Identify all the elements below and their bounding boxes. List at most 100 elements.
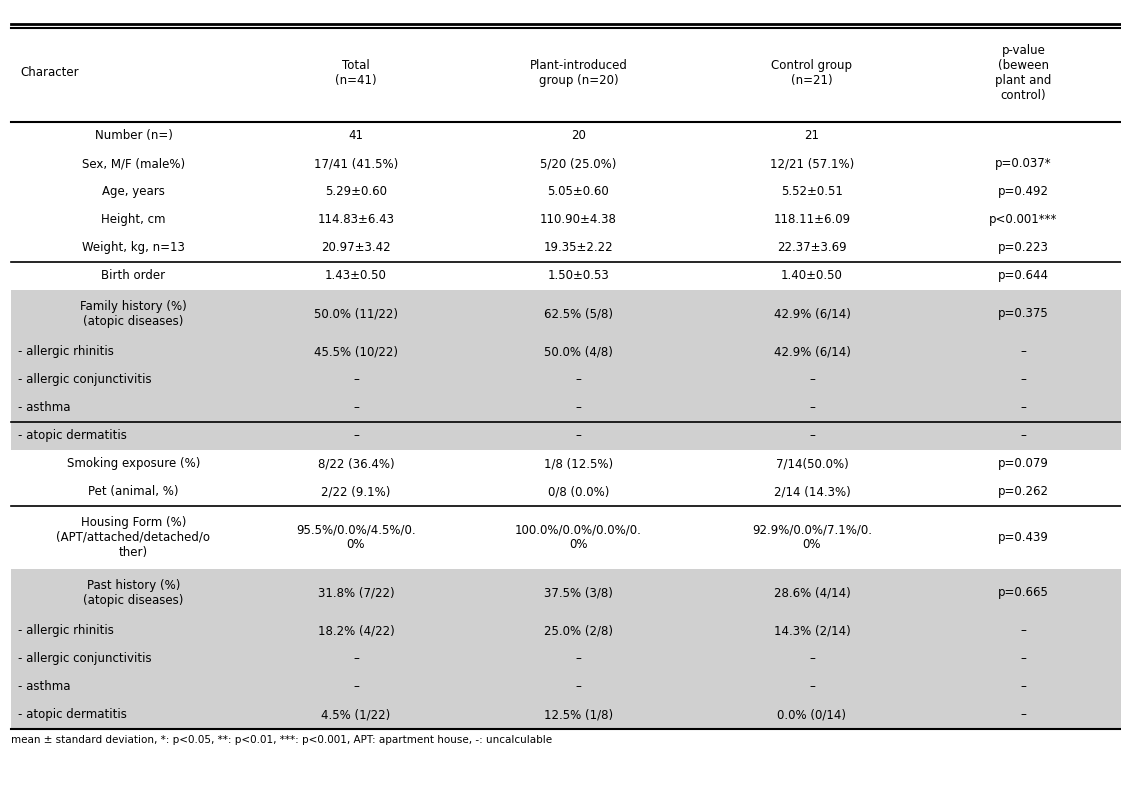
Bar [456,506,701,569]
Text: 1.40±0.50: 1.40±0.50 [781,270,843,283]
Bar [701,365,924,394]
Text: 41: 41 [349,129,363,142]
Bar [701,450,924,478]
Text: 12/21 (57.1%): 12/21 (57.1%) [770,157,854,170]
Bar [11,673,256,701]
Bar [924,365,1121,394]
Bar [256,150,456,177]
Bar [11,122,256,150]
Text: 45.5% (10/22): 45.5% (10/22) [314,345,398,358]
Text: 2/22 (9.1%): 2/22 (9.1%) [322,485,390,498]
Bar [701,569,924,616]
Text: 0.0% (0/14): 0.0% (0/14) [778,709,846,722]
Text: Age, years: Age, years [102,185,165,198]
Bar [456,569,701,616]
Text: –: – [1020,429,1026,442]
Bar [256,450,456,478]
Bar [11,177,256,206]
Bar [11,338,256,365]
Text: p=0.665: p=0.665 [998,586,1049,599]
Text: –: – [575,680,582,693]
Bar [11,365,256,394]
Bar [701,290,924,338]
Bar [11,616,256,645]
Bar [456,234,701,262]
Bar [256,569,456,616]
Text: 0/8 (0.0%): 0/8 (0.0%) [548,485,609,498]
Text: p=0.223: p=0.223 [998,241,1049,254]
Bar [11,478,256,506]
Bar [256,122,456,150]
Bar [11,394,256,422]
Text: –: – [353,401,359,414]
Text: 5.29±0.60: 5.29±0.60 [325,185,387,198]
Text: p=0.439: p=0.439 [998,531,1049,544]
Text: Smoking exposure (%): Smoking exposure (%) [67,458,201,471]
Text: p=0.492: p=0.492 [998,185,1049,198]
Text: 100.0%/0.0%/0.0%/0.
0%: 100.0%/0.0%/0.0%/0. 0% [515,523,642,552]
Text: –: – [809,429,815,442]
Text: 1.43±0.50: 1.43±0.50 [325,270,387,283]
Text: 37.5% (3/8): 37.5% (3/8) [544,586,613,599]
Text: –: – [809,680,815,693]
Bar [701,478,924,506]
Text: 118.11±6.09: 118.11±6.09 [773,213,851,226]
Bar [256,177,456,206]
Text: 20: 20 [571,129,586,142]
Bar [11,645,256,673]
Text: Total
(n=41): Total (n=41) [335,59,377,87]
Bar [456,206,701,234]
Text: 4.5% (1/22): 4.5% (1/22) [322,709,390,722]
Text: 50.0% (11/22): 50.0% (11/22) [314,307,398,320]
Text: –: – [1020,625,1026,637]
Text: 42.9% (6/14): 42.9% (6/14) [773,345,851,358]
Bar [256,262,456,290]
Bar [256,365,456,394]
Text: 5/20 (25.0%): 5/20 (25.0%) [540,157,617,170]
Bar [924,150,1121,177]
Text: p=0.644: p=0.644 [998,270,1049,283]
Text: 1.50±0.53: 1.50±0.53 [547,270,610,283]
Text: p=0.079: p=0.079 [998,458,1049,471]
Bar [456,177,701,206]
Text: Family history (%)
(atopic diseases): Family history (%) (atopic diseases) [80,300,187,328]
Bar [701,122,924,150]
Text: 28.6% (4/14): 28.6% (4/14) [773,586,851,599]
Text: 50.0% (4/8): 50.0% (4/8) [544,345,613,358]
Text: –: – [809,652,815,665]
Text: - atopic dermatitis: - atopic dermatitis [18,709,127,722]
Bar [11,701,256,729]
Bar [256,234,456,262]
Bar [456,290,701,338]
Bar [256,478,456,506]
Text: p=0.037*: p=0.037* [995,157,1051,170]
Text: Birth order: Birth order [101,270,166,283]
Text: –: – [1020,373,1026,386]
Bar [701,234,924,262]
Bar [924,177,1121,206]
Bar [456,616,701,645]
Bar [701,673,924,701]
Text: - allergic conjunctivitis: - allergic conjunctivitis [18,373,151,386]
Bar [456,365,701,394]
Bar [456,394,701,422]
Bar [11,450,256,478]
Text: –: – [1020,401,1026,414]
Text: –: – [1020,680,1026,693]
Bar [256,701,456,729]
Bar [701,506,924,569]
Text: –: – [353,429,359,442]
Bar [924,506,1121,569]
Text: Pet (animal, %): Pet (animal, %) [89,485,178,498]
Bar [11,150,256,177]
Text: –: – [1020,652,1026,665]
Text: 18.2% (4/22): 18.2% (4/22) [317,625,395,637]
Text: Plant-introduced
group (n=20): Plant-introduced group (n=20) [529,59,628,87]
Bar [924,701,1121,729]
Bar [256,506,456,569]
Bar [456,262,701,290]
Text: p-value
(beween
plant and
control): p-value (beween plant and control) [995,44,1051,102]
Bar [701,338,924,365]
Bar [701,394,924,422]
Text: 31.8% (7/22): 31.8% (7/22) [317,586,395,599]
